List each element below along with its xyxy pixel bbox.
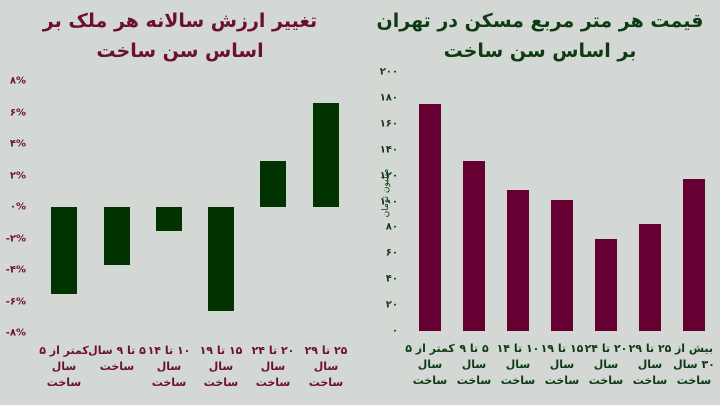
right-bar [683,179,705,331]
right-bar [551,200,573,331]
right-bar [419,104,441,331]
left-bar [260,161,286,207]
right-category-label: بیش از ۳۰ سال ساخت [673,342,715,387]
right-y-tick: ۶۰ [385,247,398,259]
left-category-label: ۲۰ تا ۲۴ سال ساخت [251,344,295,389]
right-bar [463,161,485,331]
right-y-tick: ۴۰ [385,273,398,285]
left-category-label: ۵ تا ۹ سال ساخت [88,344,146,373]
left-y-tick: ۰% [9,201,26,213]
left-y-tick: ۲% [9,170,26,181]
right-title-line1: قیمت هر متر مربع مسکن در تهران [376,10,704,32]
right-category-label: ۵ تا ۹ سال ساخت [456,342,492,387]
right-y-axis-label: میلیون تومان [381,168,391,218]
right-category-label: کمتر از ۵ سال ساخت [405,342,455,387]
right-y-tick: ۱۴۰ [379,144,398,156]
left-category-label: کمتر از ۵ سال ساخت [39,344,89,389]
right-category-label: ۲۰ تا ۲۴ سال ساخت [584,342,628,387]
right-category-label: ۲۵ تا ۲۹ سال ساخت [628,342,672,387]
left-category-label: ۲۵ تا ۲۹ سال ساخت [304,344,348,389]
right-category-label: ۱۵ تا ۱۹ سال ساخت [540,342,584,387]
right-y-tick: ۱۰۰ [379,196,398,207]
left-category-label: ۱۰ تا ۱۴ سال ساخت [147,344,191,389]
left-chart-title: تغییر ارزش سالانه هر ملک بر اساس سن ساخت [0,6,360,66]
right-y-tick: ۸۰ [385,221,398,233]
right-y-tick: ۲۰ [385,299,398,311]
right-y-tick: ۱۸۰ [379,92,398,104]
left-y-tick: ۴% [9,138,26,150]
left-y-tick: -۶% [5,296,26,307]
left-y-tick: -۴% [5,264,26,276]
right-chart-title: قیمت هر متر مربع مسکن در تهران بر اساس س… [360,6,720,66]
right-y-tick: ۱۶۰ [379,118,398,130]
left-bar [104,207,130,266]
left-title-line1: تغییر ارزش سالانه هر ملک بر [42,10,318,32]
left-y-tick: -۸% [5,327,26,339]
left-bar [313,103,339,207]
right-category-label: ۱۰ تا ۱۴ سال ساخت [496,342,540,387]
left-bar [156,207,182,231]
left-bar [51,207,77,294]
left-bar [208,207,234,311]
left-y-tick: ۸% [9,75,26,87]
left-category-label: ۱۵ تا ۱۹ سال ساخت [199,344,243,389]
left-y-tick: ۶% [9,107,26,118]
right-y-tick: ۰ [391,325,398,337]
right-bar [595,239,617,331]
right-bar [639,223,661,331]
left-title-line2: اساس سن ساخت [96,40,264,62]
right-y-tick: ۲۰۰ [379,66,398,78]
right-bar [507,189,529,331]
left-y-tick: -۲% [5,233,26,244]
right-y-tick: ۱۲۰ [379,170,398,182]
right-title-line2: بر اساس سن ساخت [443,40,637,62]
